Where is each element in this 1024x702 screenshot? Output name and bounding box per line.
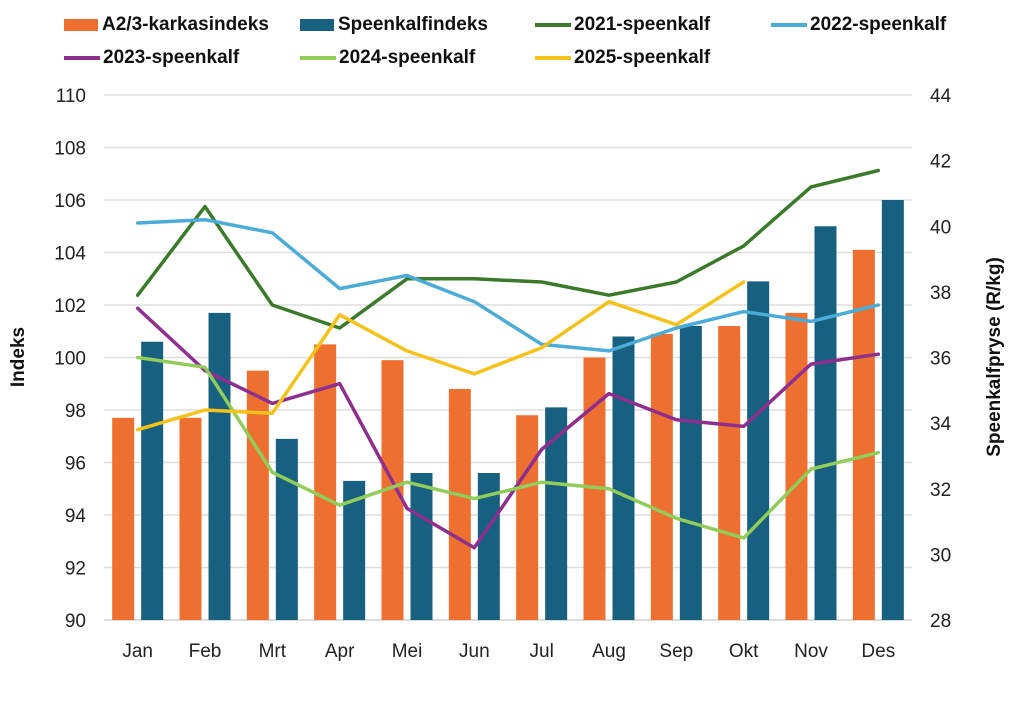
bar-speenkalfindeks [275, 438, 298, 620]
bar-a2-3-karkasindeks [246, 370, 269, 620]
legend-swatch [300, 19, 334, 31]
legend-label: 2025-speenkalf [574, 47, 711, 68]
bar-speenkalfindeks [208, 312, 231, 620]
legend-swatch [64, 19, 98, 31]
line-2024-speenkalf [135, 355, 881, 540]
bar-a2-3-karkasindeks [381, 360, 404, 620]
line-2021-speenkalf [135, 168, 881, 330]
y-tick-label: 90 [65, 611, 86, 632]
y-tick-label: 108 [54, 139, 86, 160]
line-2025-speenkalf [135, 280, 746, 432]
x-tick-label: Mei [392, 641, 423, 662]
y-tick-label: 92 [65, 559, 86, 580]
y2-tick-label: 32 [930, 480, 951, 501]
x-tick-label: Jul [530, 641, 554, 662]
y-tick-label: 102 [54, 296, 86, 317]
y2-tick-label: 44 [930, 86, 952, 107]
x-tick-label: Jun [459, 641, 490, 662]
x-tick-label: Des [861, 641, 895, 662]
legend-line [535, 56, 571, 60]
bar-speenkalfindeks [477, 473, 500, 620]
x-tick-label: Sep [659, 641, 693, 662]
y-tick-label: 98 [65, 401, 86, 422]
legend-label: 2023-speenkalf [103, 47, 240, 68]
x-tick-label: Nov [794, 641, 828, 662]
lines [135, 168, 881, 550]
y-tick-label: 104 [54, 244, 86, 265]
y2-axis-title: Speenkalfpryse (R/kg) [984, 257, 1005, 457]
legend-label: 2021-speenkalf [574, 14, 711, 35]
bar-speenkalfindeks [343, 480, 366, 620]
bar-speenkalfindeks [612, 336, 635, 620]
bar-a2-3-karkasindeks [314, 344, 337, 620]
y2-tick-label: 30 [930, 545, 951, 566]
x-tick-label: Okt [729, 641, 759, 662]
y2-tick-label: 36 [930, 349, 951, 370]
y-tick-label: 106 [54, 191, 86, 212]
y2-tick-label: 34 [930, 414, 952, 435]
y-axis-right-ticks: 28 30 32 34 36 38 40 42 44 [930, 86, 952, 632]
legend-label: Speenkalfindeks [338, 14, 488, 35]
legend-item-2025-speenkalf: 2025-speenkalf [535, 47, 710, 69]
y2-tick-label: 40 [930, 217, 951, 238]
bar-speenkalfindeks [881, 200, 904, 620]
legend-line [64, 56, 100, 60]
bar-a2-3-karkasindeks [718, 326, 741, 620]
bar-a2-3-karkasindeks [650, 333, 673, 620]
legend-item-a2-3-karkasindeks: A2/3-karkasindeks [64, 14, 269, 36]
bar-a2-3-karkasindeks [785, 312, 808, 620]
legend-item-speenkalfindeks: Speenkalfindeks [300, 14, 488, 36]
legend-label: 2024-speenkalf [339, 47, 476, 68]
legend-label: A2/3-karkasindeks [102, 14, 269, 35]
bar-a2-3-karkasindeks [516, 415, 539, 620]
bar-speenkalfindeks [679, 326, 702, 620]
bar-a2-3-karkasindeks [852, 249, 875, 620]
y-tick-label: 96 [65, 454, 86, 475]
legend-item-2022-speenkalf: 2022-speenkalf [771, 14, 946, 36]
legend-item-2024-speenkalf: 2024-speenkalf [300, 47, 475, 69]
bar-speenkalfindeks [747, 281, 770, 620]
bar-speenkalfindeks [410, 473, 433, 620]
bar-speenkalfindeks [141, 341, 164, 620]
line-2022-speenkalf [135, 217, 881, 353]
line-2023-speenkalf [135, 306, 881, 550]
legend: A2/3-karkasindeks Speenkalfindeks 2021-s… [0, 0, 1024, 80]
bar-speenkalfindeks [545, 407, 568, 620]
y2-tick-label: 28 [930, 611, 951, 632]
bar-a2-3-karkasindeks [448, 389, 471, 620]
legend-label: 2022-speenkalf [810, 14, 947, 35]
y2-tick-label: 38 [930, 283, 951, 304]
x-tick-label: Aug [592, 641, 626, 662]
y-tick-label: 100 [54, 349, 86, 370]
y-tick-label: 110 [56, 86, 86, 107]
x-tick-label: Mrt [259, 641, 287, 662]
bar-a2-3-karkasindeks [179, 417, 202, 620]
legend-line [535, 23, 571, 27]
bars [112, 200, 904, 620]
y2-tick-label: 42 [930, 152, 951, 173]
legend-item-2021-speenkalf: 2021-speenkalf [535, 14, 710, 36]
y-axis-left-ticks: 90 92 94 96 98 100 102 104 106 108 110 [54, 86, 86, 632]
bar-a2-3-karkasindeks [112, 417, 135, 620]
x-tick-label: Apr [325, 641, 355, 662]
x-tick-label: Feb [189, 641, 222, 662]
x-tick-label: Jan [122, 641, 153, 662]
y-tick-label: 94 [65, 506, 87, 527]
bar-speenkalfindeks [814, 226, 837, 620]
legend-line [300, 56, 336, 60]
y-axis-title: Indeks [8, 327, 29, 387]
legend-line [771, 23, 807, 27]
x-axis-ticks: Jan Feb Mrt Apr Mei Jun Jul Aug Sep Okt Nov Des [122, 641, 895, 662]
gridlines [104, 94, 912, 621]
legend-item-2023-speenkalf: 2023-speenkalf [64, 47, 239, 69]
